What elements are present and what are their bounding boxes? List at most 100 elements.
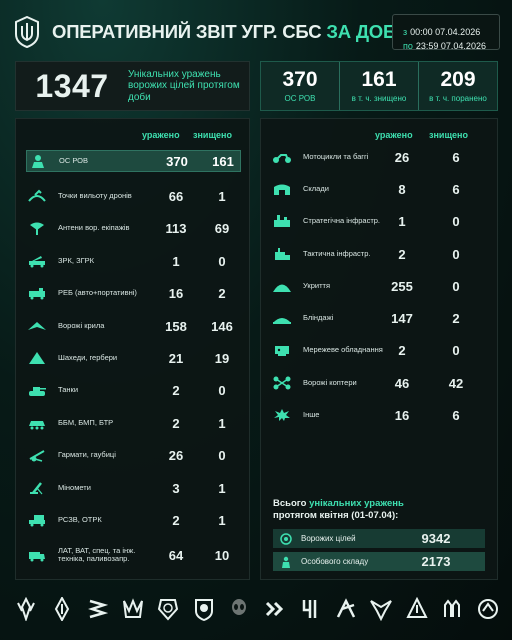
sam-icon [26, 253, 48, 269]
row-destroyed-value: 1 [218, 188, 226, 204]
strategic-infra-icon [271, 213, 293, 229]
row-hit-value: 1 [398, 213, 406, 229]
table-row-mortar: Міномети 3 1 [26, 477, 241, 499]
table-row-ew: РЕБ (авто+портативні) 16 2 [26, 282, 241, 304]
table-row-sam: ЗРК, ЗГРК 1 0 [26, 250, 241, 272]
column-header-destroyed: знищено [193, 130, 232, 140]
emblem-9-icon [298, 596, 322, 622]
date-range-box: з 00:00 07.04.2026 по 23:59 07.04.2026 [392, 14, 500, 51]
row-label: ОС РОВ [59, 155, 89, 165]
monthly-personnel-value: 2173 [421, 554, 451, 569]
row-label: Стратегічна інфрастр. [303, 215, 381, 225]
row-destroyed-value: 2 [452, 310, 460, 326]
other-icon [271, 407, 293, 423]
table-row-mlrs: РСЗВ, ОТРК 2 1 [26, 509, 241, 531]
date-to-label: по [403, 41, 413, 51]
row-label: Танки [58, 384, 79, 394]
monthly-title: Всього унікальних уражень протягом квітн… [273, 498, 404, 522]
stat-personnel: 370 ОС РОВ [261, 62, 340, 110]
table-row-warehouses: Склади 8 6 [271, 178, 489, 200]
row-destroyed-value: 1 [218, 480, 226, 496]
copter-icon [271, 375, 293, 391]
column-header-destroyed: знищено [429, 130, 468, 140]
emblem-10-icon [334, 596, 358, 622]
row-hit-value: 16 [168, 285, 184, 301]
monthly-targets-row: Ворожих цілей 9342 [273, 529, 485, 548]
row-label: Мотоцикли та баггі [303, 151, 369, 161]
ew-icon [26, 285, 48, 301]
row-label: Тактична інфрастр. [303, 248, 371, 258]
mortar-icon [26, 480, 48, 496]
table-row-personnel: ОС РОВ 370 161 [26, 150, 241, 172]
emblem-13-icon [440, 596, 464, 622]
table-row-network: Мережеве обладнання 2 0 [271, 339, 489, 361]
row-label: Міномети [58, 482, 91, 492]
soldier-icon [277, 556, 295, 568]
table-row-dugouts: Бліндажі 147 2 [271, 307, 489, 329]
shelter-icon [271, 278, 293, 294]
row-destroyed-value: 0 [218, 447, 226, 463]
truck-icon [26, 547, 48, 563]
shahed-icon [26, 350, 48, 366]
motorcycle-icon [271, 149, 293, 165]
emblem-11-icon [369, 596, 393, 622]
emblem-12-icon [405, 596, 429, 622]
row-label: Антени вор. екіпажів [58, 222, 130, 232]
row-destroyed-value: 0 [452, 246, 460, 262]
row-destroyed-value: 19 [214, 350, 230, 366]
stat-label: ОС РОВ [284, 94, 316, 103]
monthly-personnel-row: Особового складу 2173 [273, 552, 485, 571]
row-destroyed-value: 6 [452, 181, 460, 197]
row-destroyed-value: 6 [452, 149, 460, 165]
monthly-title-prefix: Всього [273, 498, 307, 509]
row-destroyed-value: 0 [452, 278, 460, 294]
table-row-strategic-infra: Стратегічна інфрастр. 1 0 [271, 210, 489, 232]
table-row-tanks: Танки 2 0 [26, 379, 241, 401]
row-hit-value: 26 [394, 149, 410, 165]
row-label: Гармати, гаубиці [58, 449, 116, 459]
wing-icon [26, 318, 48, 334]
date-to-value: 23:59 07.04.2026 [415, 41, 486, 51]
stat-wounded: 209 в т. ч. поранено [419, 62, 497, 110]
warehouse-icon [271, 181, 293, 197]
row-destroyed-value: 6 [452, 407, 460, 423]
emblem-14-icon [476, 596, 500, 622]
row-destroyed-value: 161 [212, 153, 234, 169]
stat-destroyed: 161 в т. ч. знищено [340, 62, 419, 110]
stat-value: 209 [440, 68, 476, 91]
row-hit-value: 158 [165, 318, 187, 334]
row-destroyed-value: 0 [452, 213, 460, 229]
howitzer-icon [26, 447, 48, 463]
emblem-6-icon [192, 596, 216, 622]
row-hit-value: 2 [172, 415, 180, 431]
row-destroyed-value: 0 [218, 382, 226, 398]
column-header-hit: уражено [375, 130, 413, 140]
row-hit-value: 66 [168, 188, 184, 204]
row-destroyed-value: 42 [448, 375, 464, 391]
row-label: Точки вильоту дронів [58, 190, 132, 200]
table-row-drone-launch: Точки вильоту дронів 66 1 [26, 185, 241, 207]
row-label: ББМ, БМП, БТР [58, 417, 114, 427]
date-from-label: з [403, 27, 408, 37]
antenna-icon [26, 220, 48, 236]
row-hit-value: 2 [172, 512, 180, 528]
ssf-trident-logo-icon [15, 16, 39, 48]
row-label: Укриття [303, 280, 331, 290]
table-row-vehicles: ЛАТ, ВАТ, спец. та інж. техніка, паливоз… [26, 539, 241, 571]
row-label: Мережеве обладнання [303, 344, 383, 354]
row-hit-value: 3 [172, 480, 180, 496]
monthly-title-accent: унікальних уражень [309, 498, 404, 509]
right-table-panel: уражено знищено Мотоцикли та баггі 26 6 … [260, 118, 498, 580]
row-hit-value: 2 [398, 246, 406, 262]
row-destroyed-value: 0 [452, 342, 460, 358]
row-hit-value: 370 [166, 153, 188, 169]
personnel-summary-panel: 370 ОС РОВ 161 в т. ч. знищено 209 в т. … [260, 61, 498, 111]
left-table-panel: уражено знищено ОС РОВ 370 161 Точки вил… [15, 118, 250, 580]
monthly-targets-label: Ворожих цілей [301, 534, 356, 543]
row-label: Інше [303, 409, 320, 419]
row-hit-value: 113 [165, 220, 187, 236]
row-hit-value: 255 [391, 278, 413, 294]
stat-label: в т. ч. знищено [351, 94, 407, 103]
table-row-copters: Ворожі коптери 46 42 [271, 372, 489, 394]
apc-icon [26, 415, 48, 431]
